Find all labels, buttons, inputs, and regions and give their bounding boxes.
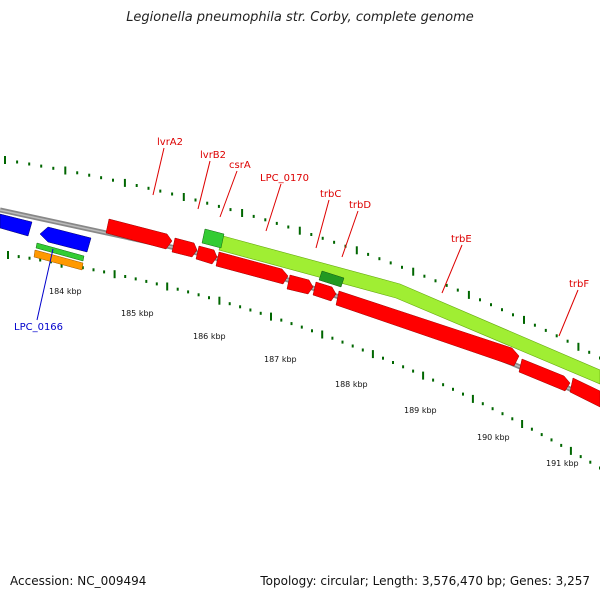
gene-label: lvrA2 <box>157 137 183 148</box>
leader-lvrB2 <box>197 160 211 210</box>
reverse-gene <box>0 213 33 237</box>
forward-gene <box>335 290 520 367</box>
scale-label: 189 kbp <box>404 406 437 415</box>
gene-label: trbD <box>349 200 371 211</box>
orange-feature <box>33 249 84 271</box>
label-leaders <box>36 147 579 337</box>
leader-trbE <box>441 244 463 294</box>
lpc0166-features <box>33 242 85 271</box>
lime-track <box>201 228 600 385</box>
forward-gene <box>286 274 314 295</box>
scale-labels: 184 kbp 185 kbp 186 kbp 187 kbp 188 kbp … <box>49 287 579 468</box>
outer-tick-ruler <box>4 156 600 360</box>
scale-label: 184 kbp <box>49 287 82 296</box>
leader-LPC_0170 <box>265 183 282 232</box>
scale-label: 190 kbp <box>477 433 510 442</box>
scale-label: 188 kbp <box>335 380 368 389</box>
leader-trbF <box>558 289 579 337</box>
gene-label: lvrB2 <box>200 150 226 161</box>
forward-gene <box>215 251 289 285</box>
gene-label: trbE <box>451 234 472 245</box>
scale-label: 191 kbp <box>546 459 579 468</box>
gene-label: LPC_0166 <box>14 322 63 333</box>
gene-label: LPC_0170 <box>260 173 309 184</box>
leader-trbD <box>341 210 359 258</box>
dark-green-feature <box>318 270 345 288</box>
reverse-gene <box>39 226 92 253</box>
leader-trbC <box>315 199 330 249</box>
leader-csrA <box>219 170 238 218</box>
scale-label: 187 kbp <box>264 355 297 364</box>
forward-gene <box>312 281 337 302</box>
green-feature-small <box>201 228 225 249</box>
lime-feature <box>218 235 600 385</box>
gene-label: csrA <box>229 160 251 171</box>
scale-label: 185 kbp <box>121 309 154 318</box>
reverse-genes <box>0 213 92 253</box>
gene-label: trbC <box>320 189 341 200</box>
genome-summary: Topology: circular; Length: 3,576,470 bp… <box>260 574 590 588</box>
leader-lvrA2 <box>152 147 165 196</box>
forward-genes <box>105 218 600 408</box>
accession-label: Accession: NC_009494 <box>10 574 147 588</box>
gene-labels: lvrA2 lvrB2 csrA LPC_0170 trbC trbD trbE… <box>14 137 589 333</box>
leader-LPC_0166 <box>36 248 54 321</box>
forward-gene <box>518 358 571 392</box>
forward-gene <box>171 237 198 258</box>
scale-label: 186 kbp <box>193 332 226 341</box>
forward-gene <box>569 377 600 408</box>
map-title: Legionella pneumophila str. Corby, compl… <box>126 10 474 25</box>
forward-gene <box>105 218 173 250</box>
green-feature <box>35 242 85 262</box>
forward-gene <box>195 245 218 265</box>
gene-label: trbF <box>569 279 589 290</box>
